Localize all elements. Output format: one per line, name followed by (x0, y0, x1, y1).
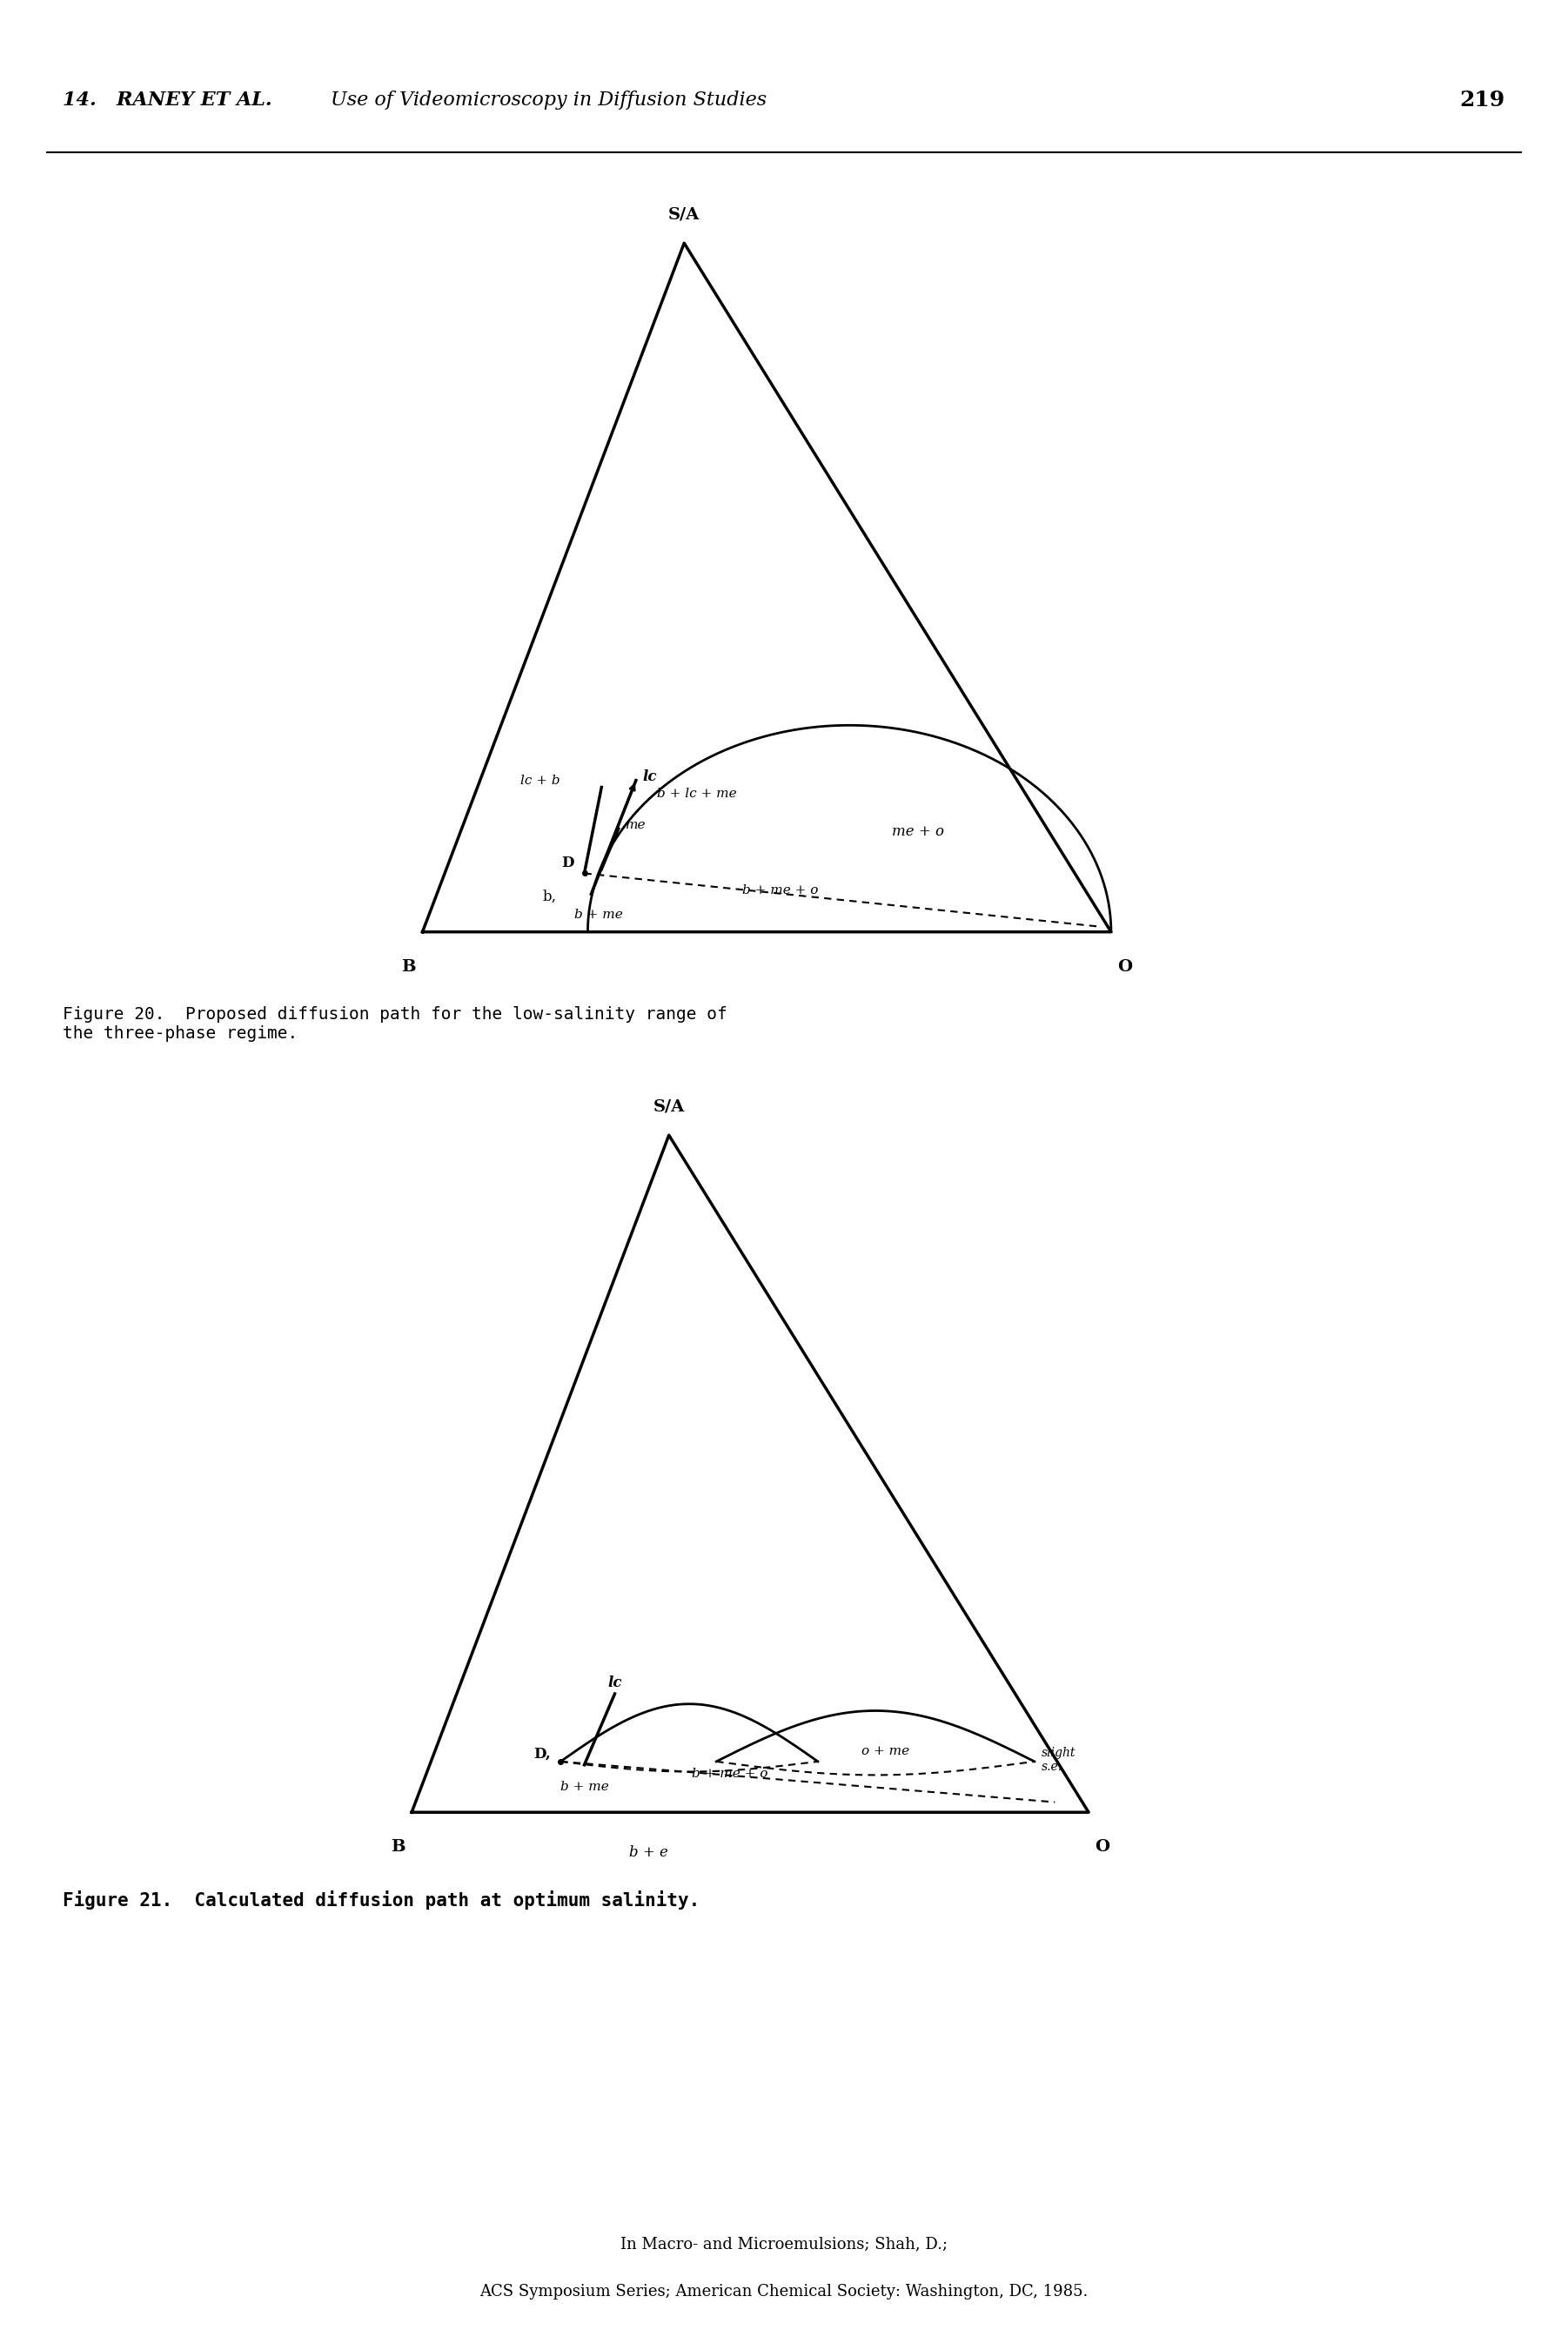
Text: b + lc + me: b + lc + me (657, 787, 737, 801)
Text: S/A: S/A (654, 1100, 685, 1114)
Text: Figure 20.  Proposed diffusion path for the low-salinity range of
the three-phas: Figure 20. Proposed diffusion path for t… (63, 1006, 728, 1041)
Text: D: D (561, 855, 574, 870)
Text: lc: lc (643, 768, 657, 785)
Text: S/A: S/A (668, 207, 699, 223)
Text: B: B (401, 959, 416, 975)
Text: D,: D, (533, 1746, 550, 1762)
Text: B: B (390, 1840, 406, 1854)
Text: me: me (626, 820, 646, 832)
Text: b + e: b + e (629, 1845, 668, 1859)
Text: In Macro- and Microemulsions; Shah, D.;: In Macro- and Microemulsions; Shah, D.; (621, 2237, 947, 2251)
Text: b,: b, (543, 891, 557, 905)
Text: o + me: o + me (861, 1746, 909, 1758)
Text: O: O (1118, 959, 1132, 975)
Text: b + me: b + me (561, 1781, 608, 1793)
Text: b + me: b + me (574, 909, 622, 921)
Text: Use of Videomicroscopy in Diffusion Studies: Use of Videomicroscopy in Diffusion Stud… (331, 89, 767, 110)
Text: slight
s.e.: slight s.e. (1041, 1746, 1076, 1772)
Text: b + me + o: b + me + o (743, 884, 818, 898)
Text: 219: 219 (1460, 89, 1505, 110)
Text: O: O (1094, 1840, 1110, 1854)
Text: me + o: me + o (892, 825, 944, 839)
Text: Figure 21.  Calculated diffusion path at optimum salinity.: Figure 21. Calculated diffusion path at … (63, 1889, 699, 1911)
Text: 14.   RANEY ET AL.: 14. RANEY ET AL. (63, 89, 273, 110)
Text: b + me + o: b + me + o (691, 1767, 768, 1779)
Text: lc + b: lc + b (521, 773, 560, 787)
Text: ACS Symposium Series; American Chemical Society: Washington, DC, 1985.: ACS Symposium Series; American Chemical … (480, 2284, 1088, 2298)
Text: lc: lc (608, 1676, 622, 1690)
